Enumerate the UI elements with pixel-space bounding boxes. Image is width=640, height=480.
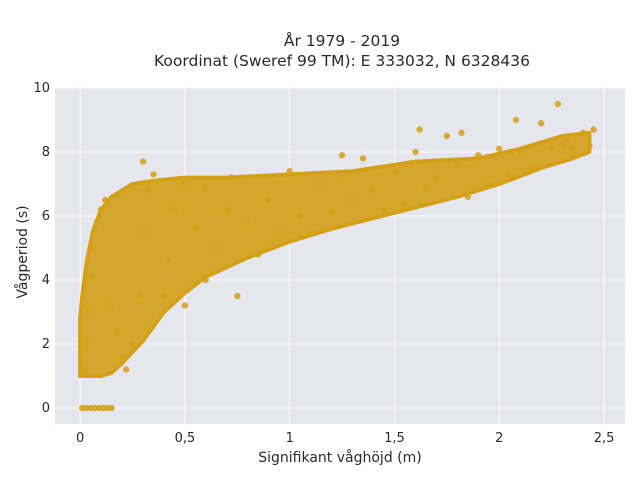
data-point: [590, 126, 597, 133]
x-axis-ticks: 0 0,5 1 1,5 2 2,5: [76, 431, 614, 446]
data-point: [223, 206, 231, 213]
data-point: [164, 257, 172, 264]
data-point: [244, 219, 251, 226]
data-point: [139, 158, 147, 165]
data-point: [380, 206, 388, 213]
data-point: [135, 292, 143, 300]
data-point: [171, 206, 178, 213]
y-axis-ticks: 0 2 4 6 8 10: [33, 81, 50, 416]
data-point: [114, 328, 122, 335]
data-point: [558, 142, 566, 149]
data-point: [102, 196, 109, 204]
x-tick-label: 0: [76, 431, 84, 446]
data-point: [202, 184, 210, 191]
data-point: [255, 251, 262, 258]
data-point: [89, 244, 96, 252]
data-point: [307, 228, 314, 236]
data-point: [569, 145, 576, 152]
x-tick-label: 1,5: [384, 431, 405, 446]
data-point: [181, 302, 189, 309]
data-point: [317, 180, 325, 188]
x-tick-label: 1: [286, 431, 294, 446]
y-tick-label: 10: [33, 81, 50, 96]
data-point: [548, 145, 555, 152]
data-point: [401, 200, 409, 207]
data-point: [464, 193, 472, 200]
data-point: [579, 129, 587, 136]
data-point: [554, 100, 562, 108]
data-point: [192, 225, 199, 232]
data-point: [517, 148, 524, 156]
x-tick-label: 2,5: [594, 431, 615, 446]
data-point: [150, 171, 157, 178]
data-point: [227, 174, 235, 181]
data-point: [563, 136, 570, 143]
data-point: [139, 228, 147, 236]
data-point: [391, 168, 398, 175]
data-point: [181, 180, 189, 188]
data-point: [328, 209, 335, 216]
data-point: [349, 196, 356, 204]
data-point: [160, 292, 168, 300]
data-point: [359, 155, 367, 162]
data-point: [496, 145, 503, 152]
data-point: [296, 212, 304, 220]
data-point: [454, 161, 461, 168]
x-axis-label: Signifikant våghöjd (m): [258, 449, 421, 466]
x-tick-label: 0,5: [175, 431, 196, 446]
data-point: [83, 340, 90, 348]
y-tick-label: 8: [42, 145, 50, 160]
data-point: [433, 174, 440, 181]
y-axis-label: Vågperiod (s): [14, 205, 31, 298]
data-point: [87, 273, 94, 280]
data-point: [286, 168, 293, 175]
data-point: [81, 366, 88, 373]
y-tick-label: 4: [42, 273, 50, 288]
data-point: [485, 180, 492, 188]
data-point: [93, 219, 101, 226]
data-point: [537, 120, 545, 127]
data-point: [108, 404, 115, 412]
data-point: [586, 142, 593, 149]
data-point: [234, 292, 241, 300]
data-points: [79, 100, 597, 412]
data-point: [422, 184, 430, 191]
data-point: [370, 187, 377, 194]
data-point: [458, 129, 465, 136]
data-point: [108, 302, 115, 309]
data-point: [416, 126, 423, 133]
y-tick-label: 0: [42, 401, 50, 416]
data-point: [512, 116, 520, 124]
y-tick-label: 6: [42, 209, 50, 224]
data-point: [338, 174, 346, 181]
data-point: [571, 152, 578, 159]
x-tick-label: 2: [495, 431, 503, 446]
data-point: [412, 148, 419, 156]
chart-title-line-1: År 1979 - 2019: [284, 31, 400, 50]
y-tick-label: 2: [42, 337, 50, 352]
data-point: [202, 276, 210, 284]
data-point: [123, 366, 130, 373]
data-point: [146, 187, 153, 194]
chart-title-line-2: Koordinat (Sweref 99 TM): E 333032, N 63…: [154, 52, 530, 70]
data-point: [97, 206, 105, 213]
data-point: [506, 171, 513, 178]
data-point: [338, 152, 346, 159]
data-point: [118, 353, 126, 360]
data-point: [213, 244, 220, 252]
data-point: [443, 132, 451, 140]
data-point: [475, 152, 482, 159]
data-point: [129, 340, 136, 348]
data-point: [276, 228, 283, 236]
data-point: [527, 164, 534, 172]
data-point: [85, 308, 92, 316]
data-point: [265, 196, 272, 204]
